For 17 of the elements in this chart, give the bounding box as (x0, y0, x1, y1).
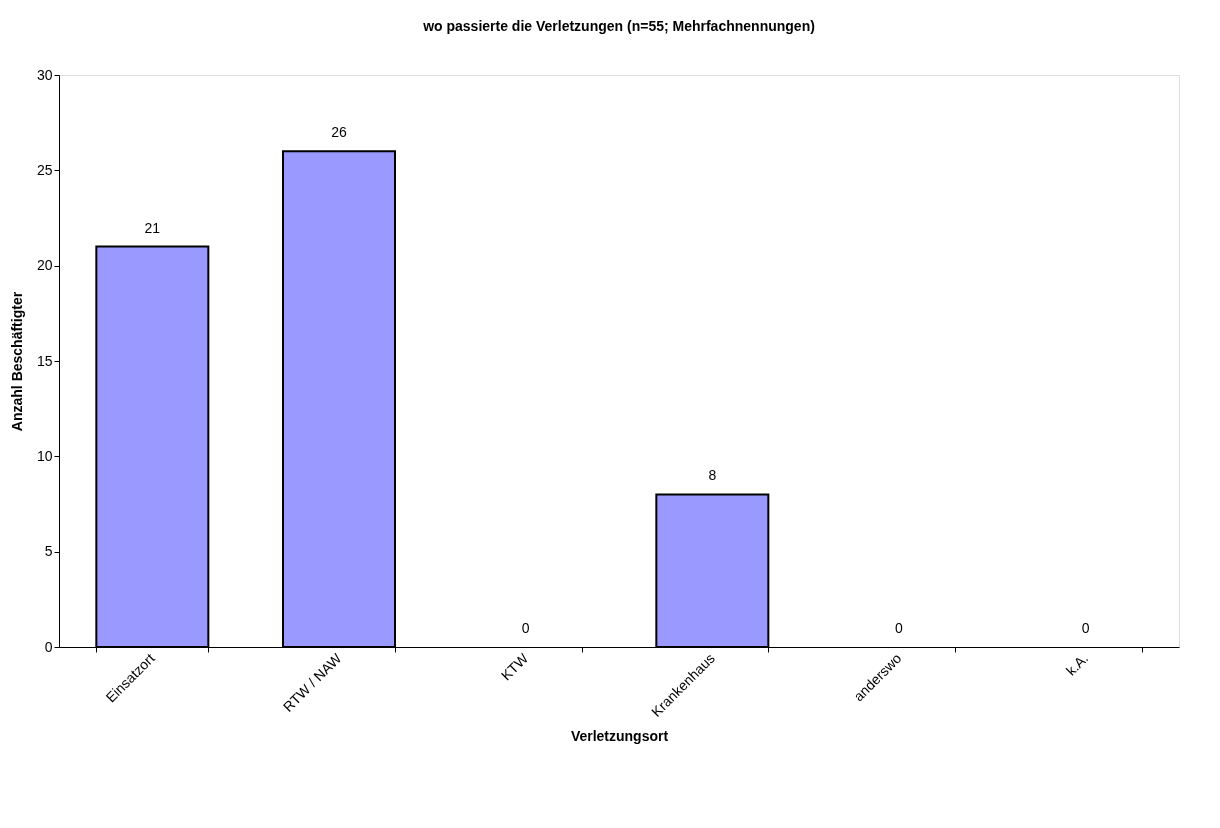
y-tick-label: 10 (36, 447, 53, 464)
y-tick-label: 30 (36, 66, 53, 83)
data-label: 21 (144, 219, 161, 236)
y-tick-label: 15 (36, 352, 53, 369)
data-label: 0 (521, 620, 530, 636)
x-tick-label: k.A. (1062, 650, 1092, 679)
data-label: 26 (331, 124, 347, 141)
x-axis-title: Verletzungsort (570, 727, 669, 744)
data-label: 0 (895, 620, 904, 636)
y-tick-label: 5 (44, 543, 53, 560)
y-axis-title: Anzahl Beschäftigter (8, 291, 25, 432)
data-label: 0 (1081, 620, 1090, 636)
y-tick-label: 25 (36, 161, 53, 178)
y-tick-label: 20 (36, 257, 53, 274)
chart-title: wo passierte die Verletzungen (n=55; Mehrfachnennungen) (422, 18, 815, 34)
y-tick-label: 0 (44, 638, 53, 655)
data-label: 8 (708, 467, 717, 484)
